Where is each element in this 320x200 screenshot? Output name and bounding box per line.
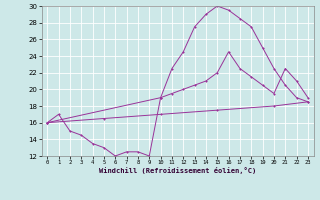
X-axis label: Windchill (Refroidissement éolien,°C): Windchill (Refroidissement éolien,°C)	[99, 167, 256, 174]
